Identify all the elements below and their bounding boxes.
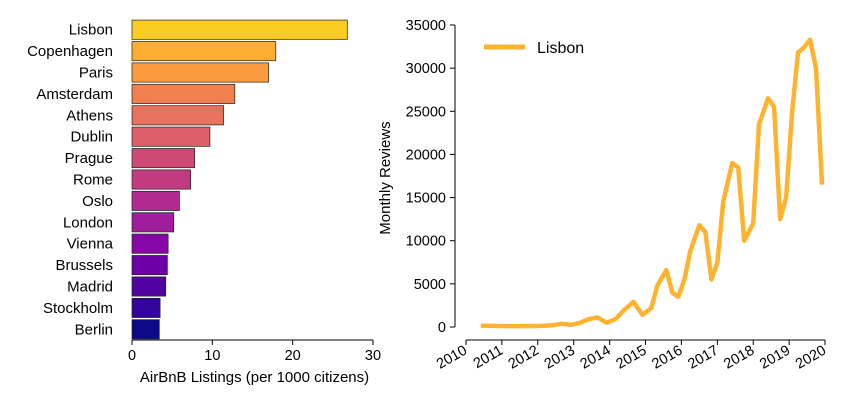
bar-chart-x-axis: 0 10 20 30 <box>128 339 381 364</box>
bar-london <box>131 212 175 233</box>
bar-copenhagen <box>131 41 277 62</box>
line-x-tick-label: 2017 <box>685 343 721 373</box>
category-label-brussels: Brussels <box>55 257 113 274</box>
category-label-athens: Athens <box>66 107 113 124</box>
line-chart-series <box>480 37 825 329</box>
category-label-prague: Prague <box>65 150 113 167</box>
category-label-stockholm: Stockholm <box>43 300 113 317</box>
bar-x-tick-label: 20 <box>285 348 301 364</box>
bar-dublin <box>131 126 211 147</box>
category-label-dublin: Dublin <box>70 129 113 146</box>
line-x-tick-label: 2020 <box>793 343 829 373</box>
category-label-madrid: Madrid <box>67 279 113 296</box>
series-line-lisbon <box>480 37 825 329</box>
line-y-tick-label: 20000 <box>406 147 446 163</box>
line-y-tick-label: 35000 <box>406 18 446 34</box>
bar-vienna <box>131 233 169 254</box>
bar-brussels <box>131 255 168 276</box>
bar-madrid <box>131 276 167 297</box>
line-y-tick-label: 25000 <box>406 104 446 120</box>
line-chart-y-axis: 0 5000 10000 15000 20000 25000 30000 35000 <box>406 18 456 336</box>
bar-chart-category-labels: Lisbon Copenhagen Paris Amsterdam Athens Dubl… <box>27 22 114 339</box>
bar-chart-x-axis-label: AirBnB Listings (per 1000 citizens) <box>140 369 369 386</box>
bar-prague <box>131 148 196 169</box>
line-y-tick-label: 0 <box>438 320 446 336</box>
category-label-rome: Rome <box>73 172 113 189</box>
bar-oslo <box>131 190 180 211</box>
line-x-tick-label: 2019 <box>757 343 793 373</box>
line-x-tick-label: 2016 <box>649 343 685 373</box>
category-label-berlin: Berlin <box>75 321 113 338</box>
bar-stockholm <box>131 297 161 318</box>
line-y-tick-label: 30000 <box>406 61 446 77</box>
bar-athens <box>131 105 224 126</box>
line-x-tick-label: 2018 <box>721 343 757 373</box>
bar-chart-bars <box>131 19 348 340</box>
bar-x-tick-label: 0 <box>128 348 136 364</box>
line-x-tick-label: 2014 <box>578 343 614 373</box>
category-label-lisbon: Lisbon <box>69 22 113 39</box>
line-x-tick-label: 2015 <box>614 343 650 373</box>
bar-berlin <box>131 319 160 340</box>
legend-entry-lisbon: Lisbon <box>537 40 584 57</box>
line-x-tick-label: 2011 <box>471 343 506 372</box>
category-label-oslo: Oslo <box>82 193 113 210</box>
line-x-tick-label: 2010 <box>434 343 470 373</box>
line-chart-legend: Lisbon <box>484 40 584 57</box>
line-y-tick-label: 15000 <box>406 191 446 207</box>
bar-paris <box>131 62 269 83</box>
line-chart: 0 5000 10000 15000 20000 25000 30000 35000 2010… <box>377 18 829 373</box>
bar-x-tick-label: 10 <box>204 348 220 364</box>
bar-amsterdam <box>131 83 236 104</box>
bar-x-tick-label: 30 <box>365 348 381 364</box>
category-label-vienna: Vienna <box>67 236 114 253</box>
category-label-copenhagen: Copenhagen <box>27 43 113 60</box>
bar-lisbon <box>131 19 348 40</box>
category-label-paris: Paris <box>79 65 113 82</box>
category-label-london: London <box>63 214 113 231</box>
line-y-tick-label: 5000 <box>414 277 446 293</box>
line-chart-y-axis-label: Monthly Reviews <box>377 121 394 234</box>
bar-rome <box>131 169 191 190</box>
line-x-tick-label: 2013 <box>542 343 578 373</box>
line-y-tick-label: 10000 <box>406 234 446 250</box>
category-label-amsterdam: Amsterdam <box>36 86 113 103</box>
line-chart-x-axis: 2010 2011 2012 2013 2014 2015 2016 2017 2018 2019… <box>434 339 829 373</box>
bar-chart: Lisbon Copenhagen Paris Amsterdam Athens Dubl… <box>27 19 381 386</box>
line-x-tick-label: 2012 <box>506 343 542 373</box>
